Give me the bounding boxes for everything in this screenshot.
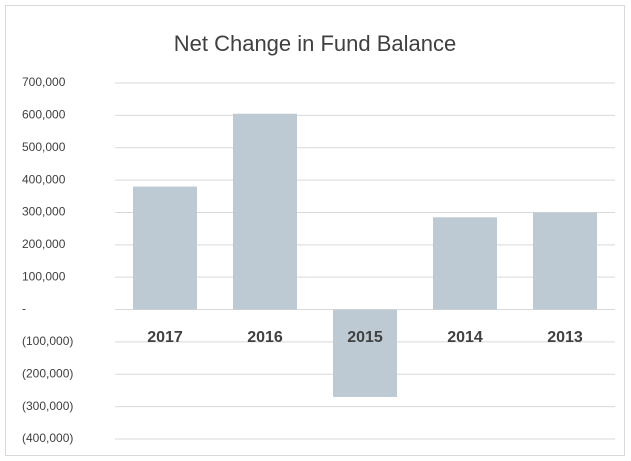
chart-title: Net Change in Fund Balance	[174, 31, 457, 56]
y-tick-label: (100,000)	[22, 334, 73, 348]
bar	[133, 186, 197, 310]
x-tick-label: 2016	[247, 329, 283, 346]
chart-border	[5, 5, 625, 456]
y-tick-label: -	[22, 302, 26, 316]
y-tick-label: (300,000)	[22, 399, 73, 413]
y-tick-label: 300,000	[22, 205, 66, 219]
y-tick-label: 100,000	[22, 269, 66, 283]
bar	[233, 113, 297, 310]
y-tick-label: 600,000	[22, 108, 66, 122]
y-tick-label: 700,000	[22, 75, 66, 89]
x-tick-label: 2017	[147, 329, 183, 346]
bar	[533, 212, 597, 310]
y-tick-label: 500,000	[22, 140, 66, 154]
y-tick-label: (200,000)	[22, 366, 73, 380]
bar	[333, 309, 397, 397]
x-tick-label: 2015	[347, 329, 383, 346]
x-tick-label: 2013	[547, 329, 583, 346]
y-tick-label: 400,000	[22, 172, 66, 186]
bar	[433, 217, 497, 310]
x-tick-label: 2014	[447, 329, 483, 346]
y-tick-label: 200,000	[22, 237, 66, 251]
y-tick-label: (400,000)	[22, 431, 73, 445]
